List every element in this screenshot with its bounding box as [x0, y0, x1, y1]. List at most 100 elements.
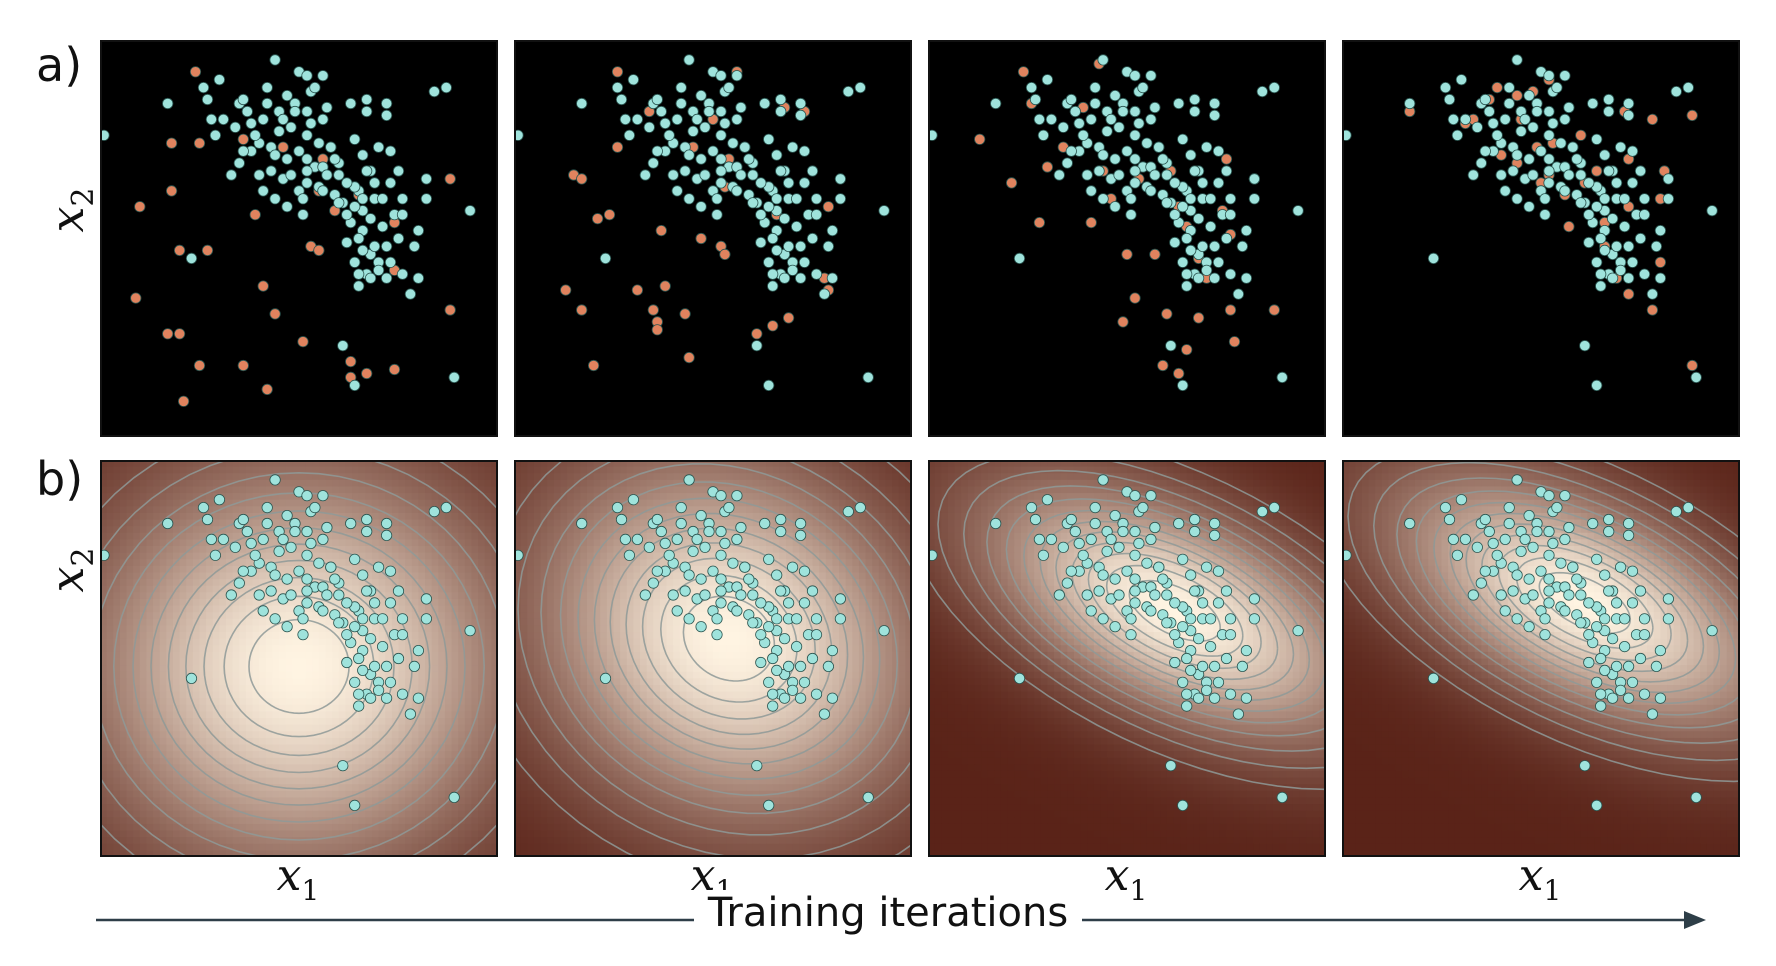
- real-point: [353, 280, 365, 292]
- real-point: [265, 165, 277, 177]
- real-point: [1662, 173, 1674, 185]
- real-point: [1622, 240, 1635, 252]
- real-point: [241, 105, 253, 118]
- real-point: [253, 589, 265, 601]
- contour-line: [248, 618, 350, 715]
- real-point: [619, 533, 632, 546]
- contour-line: [1372, 461, 1740, 745]
- real-point: [321, 101, 333, 114]
- real-point: [1455, 494, 1468, 506]
- real-point: [1268, 501, 1280, 514]
- real-point: [1053, 589, 1065, 601]
- real-point: [1109, 573, 1121, 585]
- generated-point: [1228, 336, 1241, 348]
- real-point: [1543, 153, 1555, 165]
- contour-line: [112, 492, 485, 841]
- real-point: [273, 125, 285, 137]
- real-point: [790, 641, 803, 653]
- real-point: [1682, 81, 1694, 94]
- real-point: [1085, 113, 1097, 126]
- real-point: [1559, 490, 1571, 502]
- real-point: [1622, 517, 1635, 530]
- real-point: [1161, 589, 1173, 601]
- real-point: [1077, 129, 1089, 141]
- real-point: [1579, 340, 1591, 352]
- real-point: [1149, 589, 1161, 601]
- generated-point: [695, 232, 707, 245]
- real-point: [1177, 799, 1189, 811]
- real-point: [321, 589, 333, 601]
- density-contours: [100, 460, 498, 857]
- real-point: [1045, 113, 1058, 126]
- real-point: [1177, 676, 1189, 688]
- real-point: [1575, 617, 1587, 629]
- real-point: [675, 501, 687, 514]
- panel-background: [1342, 40, 1740, 437]
- real-point: [1479, 145, 1491, 157]
- real-point: [1543, 105, 1555, 118]
- contour-line: [962, 469, 1326, 752]
- real-point: [1196, 240, 1209, 252]
- generated-point: [631, 284, 644, 296]
- real-point: [1185, 193, 1197, 205]
- real-point: [1670, 85, 1682, 98]
- real-point: [197, 81, 210, 94]
- real-point: [361, 105, 373, 118]
- real-point: [1177, 553, 1189, 565]
- real-point: [1137, 501, 1149, 514]
- real-point: [1129, 573, 1141, 585]
- generated-point: [592, 213, 604, 225]
- contour-line: [577, 497, 881, 780]
- real-point: [806, 585, 819, 597]
- real-point: [611, 81, 624, 94]
- real-point: [834, 593, 846, 605]
- panel-border: [1342, 40, 1740, 437]
- real-point: [301, 129, 313, 141]
- real-point: [392, 165, 405, 177]
- real-point: [253, 169, 265, 181]
- real-point: [245, 537, 257, 550]
- real-point: [1559, 533, 1571, 546]
- real-point: [1208, 109, 1221, 122]
- real-point: [1404, 97, 1416, 110]
- real-point: [277, 533, 289, 546]
- real-point: [1507, 165, 1519, 177]
- real-point: [372, 684, 385, 696]
- panel-border: [100, 40, 498, 437]
- real-point: [1563, 101, 1575, 114]
- real-point: [1606, 633, 1619, 645]
- real-point: [627, 494, 640, 506]
- real-point: [1189, 105, 1201, 118]
- generated-point: [655, 225, 667, 237]
- real-point: [237, 513, 249, 526]
- real-point: [384, 145, 397, 157]
- real-point: [440, 81, 452, 94]
- real-point: [695, 89, 707, 102]
- real-point: [659, 537, 671, 550]
- real-point: [711, 193, 723, 205]
- real-point: [1654, 272, 1666, 284]
- real-point: [1599, 613, 1611, 625]
- real-point: [364, 692, 377, 704]
- real-point: [699, 589, 711, 601]
- real-point: [1622, 692, 1635, 704]
- real-point: [778, 213, 791, 225]
- real-point: [1535, 565, 1547, 577]
- real-point: [1212, 676, 1225, 688]
- real-point: [185, 252, 198, 264]
- y-axis-label-row-a: x2: [40, 187, 102, 233]
- real-point: [683, 613, 695, 625]
- real-point: [361, 585, 373, 597]
- real-point: [464, 205, 476, 217]
- y-axis-label-row-b: x2: [40, 547, 102, 593]
- real-point: [420, 193, 432, 205]
- real-point: [448, 371, 460, 383]
- real-point: [317, 70, 329, 82]
- real-point: [1057, 541, 1069, 553]
- real-point: [1626, 597, 1639, 609]
- real-point: [1276, 791, 1288, 803]
- real-point: [683, 149, 695, 161]
- real-point: [703, 525, 715, 538]
- real-point: [1212, 565, 1225, 577]
- real-point: [297, 193, 309, 205]
